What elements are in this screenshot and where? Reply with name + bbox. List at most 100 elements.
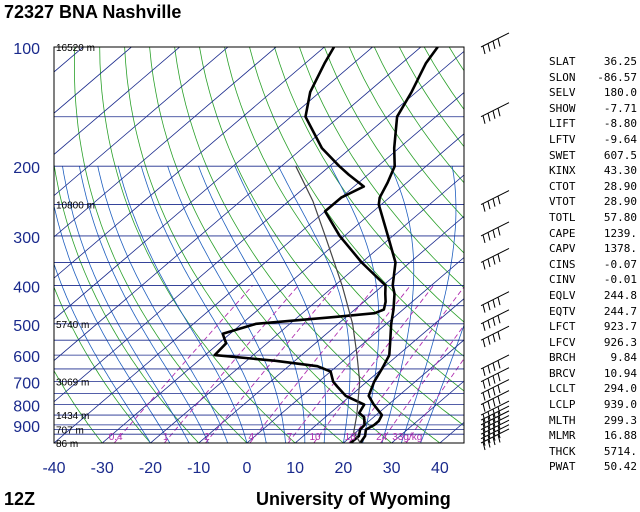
dry-adiabat [174,47,441,443]
mixing-ratio-line [380,324,464,443]
wind-barb [480,190,510,212]
wind-barb-flag [482,203,486,212]
wind-barb-flag [487,336,491,345]
index-key: CINS [549,257,576,271]
isotherm [149,174,464,443]
wind-barb-staff [480,400,510,416]
wind-barb-flag [492,40,496,50]
isotherm [294,298,464,443]
index-key: VTOT [549,195,576,209]
temperature-tick-label: -40 [42,460,65,477]
wind-barb-staff [480,221,510,237]
temperature-tick-label: 0 [242,460,251,477]
pressure-tick-label: 200 [13,160,40,177]
wind-barb-staff [480,354,510,370]
dry-adiabat [348,47,464,219]
index-row: KINX 43.30 [549,163,637,179]
height-label: 86 m [56,439,78,450]
wind-barb-flag [482,380,486,389]
wind-barb-flag [497,108,501,117]
wind-barb-flag [492,229,496,239]
pressure-tick-label: 300 [13,230,40,247]
index-row: SLON -86.57 [549,70,637,86]
wind-barb [480,32,510,55]
index-row: SHOW -7.71 [549,101,637,117]
wind-barb-staff [480,410,510,426]
index-value: 16.88 [603,429,637,443]
wind-barb-flag [487,200,491,210]
dry-adiabat [224,47,464,392]
mixing-ratio-label: 10 [309,432,321,443]
series-line-t [359,47,439,443]
wind-barb-flag [492,110,496,119]
wind-barb-flag [482,115,486,124]
wind-barb-flag [497,396,501,405]
mixing-ratio-label: 24 [376,432,388,443]
wind-barb-flag [497,297,501,306]
index-key: LCLP [549,398,576,412]
height-label: 10800 m [56,201,95,212]
index-row: LFCT 923.7 [549,319,637,335]
plot-area [54,47,464,443]
index-value: 607.5 [603,148,637,162]
wind-barb-flag [492,375,496,384]
dry-adiabat [274,47,464,323]
wind-barb [480,291,510,313]
wind-barb-flag [482,234,486,244]
moist-adiabat [117,166,248,443]
series-line-parcel [295,165,361,443]
wind-barb-flag [482,441,486,451]
mixing-ratio-line [313,285,434,443]
index-value: 43.30 [603,164,637,178]
index-row: CINS -0.07 [549,257,637,273]
isotherm [54,47,229,197]
mixing-ratio-label: 1 [163,432,169,443]
wind-barb-flag [487,439,491,448]
wind-barb-flag [492,198,496,207]
wind-barb-flag [487,378,491,387]
wind-barb-flag [487,320,491,329]
index-value: -0.01 [603,273,637,287]
height-label: 1434 m [56,411,89,422]
wind-barb-staff [480,390,510,406]
temperature-tick-label: -10 [187,460,210,477]
wind-barb-flag [487,43,491,52]
dry-adiabat [124,47,345,443]
dry-adiabat [99,47,296,443]
pressure-tick-label: 900 [13,419,40,436]
temperature-tick-label: -20 [139,460,162,477]
index-key: EQTV [549,304,576,318]
mixing-ratio-label: 7 [287,432,293,443]
plot-frame [53,46,465,444]
dry-adiabat [299,47,464,289]
index-key: SHOW [549,101,576,115]
dry-adiabat [54,161,200,443]
temperature-tick-label: 40 [431,460,449,477]
wind-barb-flag [497,38,501,47]
index-key: SLON [549,70,576,84]
index-row: LIFT -8.80 [549,116,637,132]
dry-adiabat [73,47,248,443]
index-row: PWAT 50.42 [549,459,637,475]
index-value: -86.57 [597,70,637,84]
wind-barb-flag [487,232,491,241]
dry-adiabat [199,47,464,427]
index-key: BRCH [549,351,576,365]
wind-barb-flag [497,315,501,324]
dry-adiabat [324,47,464,254]
mixing-ratio-line [348,286,464,443]
isotherm [54,47,422,362]
wind-barb [480,248,510,270]
pressure-tick-label: 800 [13,399,40,416]
index-row: BRCV 10.94 [549,366,637,382]
wind-barb-staff [480,102,510,118]
index-value: 299.3 [603,413,637,427]
index-value: -8.80 [603,117,637,131]
wind-barb-flag [497,227,501,236]
isotherm [54,47,133,114]
mixing-ratio-label: 33g/kg [392,432,422,443]
index-value: 180.0 [603,86,637,100]
dry-adiabat [54,369,103,443]
wind-barb-flag [487,302,491,311]
wind-barb-staff [480,248,510,263]
